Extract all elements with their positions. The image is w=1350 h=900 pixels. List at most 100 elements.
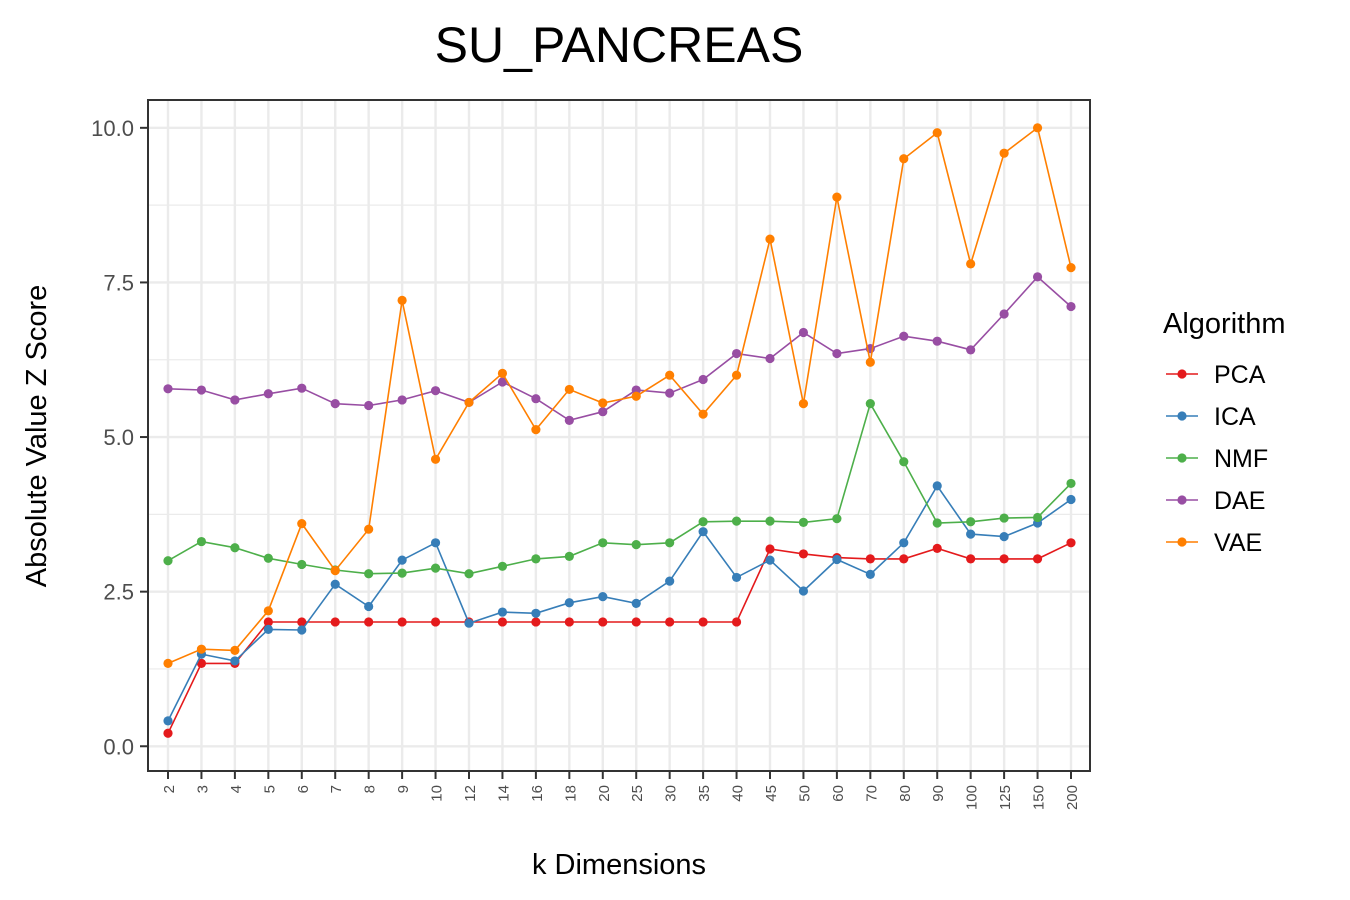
data-point-dae bbox=[765, 353, 775, 364]
y-tick-label: 10.0 bbox=[91, 116, 134, 141]
x-tick-label: 150 bbox=[1031, 785, 1048, 810]
legend-key-point-pca bbox=[1177, 369, 1187, 379]
series-layer bbox=[163, 123, 1076, 738]
data-point-dae bbox=[899, 331, 909, 341]
data-point-vae bbox=[230, 645, 240, 656]
y-tick-label: 5.0 bbox=[103, 425, 134, 450]
y-tick-label: 0.0 bbox=[103, 734, 134, 759]
data-point-nmf bbox=[665, 538, 675, 548]
data-point-nmf bbox=[698, 517, 708, 527]
data-point-vae bbox=[163, 658, 173, 668]
x-tick-label: 16 bbox=[529, 785, 546, 802]
legend-key-point-vae bbox=[1177, 537, 1187, 547]
x-tick-label: 5 bbox=[261, 785, 278, 793]
x-tick-label: 70 bbox=[863, 785, 880, 802]
data-point-vae bbox=[832, 192, 842, 202]
data-point-vae bbox=[665, 370, 675, 380]
data-point-vae bbox=[330, 566, 340, 576]
data-point-nmf bbox=[598, 538, 608, 548]
data-point-ica bbox=[631, 598, 641, 609]
data-point-nmf bbox=[364, 569, 374, 579]
data-point-nmf bbox=[1032, 512, 1043, 523]
data-point-ica bbox=[966, 529, 976, 539]
data-point-dae bbox=[263, 389, 273, 399]
data-point-vae bbox=[297, 519, 307, 529]
data-point-ica bbox=[397, 555, 407, 565]
data-point-ica bbox=[999, 532, 1009, 542]
legend-key-point-ica bbox=[1177, 411, 1187, 421]
data-point-vae bbox=[464, 397, 474, 408]
data-point-vae bbox=[932, 128, 942, 138]
series-line-nmf bbox=[167, 401, 1072, 575]
data-point-dae bbox=[1032, 272, 1043, 282]
data-point-dae bbox=[731, 348, 742, 359]
data-point-ica bbox=[731, 572, 742, 583]
data-point-pca bbox=[196, 658, 207, 668]
data-point-dae bbox=[564, 415, 574, 425]
data-point-nmf bbox=[497, 561, 508, 571]
data-point-nmf bbox=[765, 516, 775, 526]
data-point-pca bbox=[665, 617, 675, 627]
data-point-ica bbox=[297, 625, 307, 635]
x-tick-label: 3 bbox=[194, 785, 211, 793]
data-point-dae bbox=[330, 399, 340, 409]
y-tick-label: 7.5 bbox=[103, 270, 134, 295]
data-point-nmf bbox=[430, 563, 441, 573]
data-point-ica bbox=[330, 579, 340, 589]
data-point-dae bbox=[297, 383, 307, 393]
x-tick-label: 200 bbox=[1064, 785, 1081, 810]
data-point-pca bbox=[430, 617, 441, 627]
data-point-pca bbox=[1032, 554, 1043, 564]
data-point-vae bbox=[765, 234, 775, 244]
data-point-vae bbox=[598, 398, 608, 408]
y-axis: 0.0 2.5 5.0 7.5 10.0 bbox=[91, 116, 148, 759]
series-line-dae bbox=[167, 275, 1072, 422]
data-point-vae bbox=[731, 370, 742, 380]
data-point-ica bbox=[765, 555, 775, 565]
data-point-vae bbox=[497, 368, 508, 378]
data-point-ica bbox=[464, 618, 474, 628]
data-point-ica bbox=[698, 527, 708, 537]
data-point-dae bbox=[531, 394, 541, 404]
data-point-pca bbox=[531, 617, 541, 627]
data-point-ica bbox=[230, 656, 240, 666]
data-point-ica bbox=[932, 481, 942, 491]
data-point-vae bbox=[397, 295, 407, 305]
x-tick-label: 125 bbox=[997, 785, 1014, 810]
legend-label-vae: VAE bbox=[1214, 529, 1262, 557]
data-point-dae bbox=[698, 374, 708, 385]
x-tick-label: 25 bbox=[629, 785, 646, 802]
data-point-ica bbox=[665, 576, 675, 586]
data-point-pca bbox=[364, 617, 374, 627]
legend-key-point-nmf bbox=[1177, 453, 1187, 463]
x-tick-label: 30 bbox=[663, 785, 680, 802]
data-point-dae bbox=[966, 345, 976, 355]
data-point-nmf bbox=[798, 517, 809, 527]
plot-panel-border bbox=[147, 99, 1091, 772]
data-point-vae bbox=[196, 644, 207, 654]
data-point-vae bbox=[999, 148, 1009, 158]
series-line-vae bbox=[167, 126, 1072, 665]
legend-key-point-dae bbox=[1177, 495, 1187, 505]
x-tick-label: 80 bbox=[897, 785, 914, 802]
x-tick-label: 90 bbox=[930, 785, 947, 802]
data-point-vae bbox=[865, 357, 875, 367]
data-point-vae bbox=[966, 259, 976, 269]
legend-label-dae: DAE bbox=[1214, 487, 1265, 515]
data-point-dae bbox=[397, 395, 407, 405]
data-point-nmf bbox=[832, 514, 842, 524]
data-point-dae bbox=[1066, 301, 1076, 312]
x-axis-title: k Dimensions bbox=[532, 849, 706, 881]
x-tick-label: 12 bbox=[462, 785, 479, 802]
data-point-nmf bbox=[230, 543, 240, 553]
data-point-nmf bbox=[263, 553, 273, 563]
x-tick-label: 20 bbox=[596, 785, 613, 802]
x-tick-label: 45 bbox=[763, 785, 780, 802]
legend-label-pca: PCA bbox=[1214, 361, 1266, 389]
legend: Algorithm PCA ICA NMF DAE VAE bbox=[1163, 308, 1286, 557]
data-point-dae bbox=[364, 400, 374, 411]
x-tick-label: 60 bbox=[830, 785, 847, 802]
data-point-pca bbox=[731, 617, 742, 627]
data-point-nmf bbox=[531, 554, 541, 564]
data-point-pca bbox=[330, 617, 340, 627]
